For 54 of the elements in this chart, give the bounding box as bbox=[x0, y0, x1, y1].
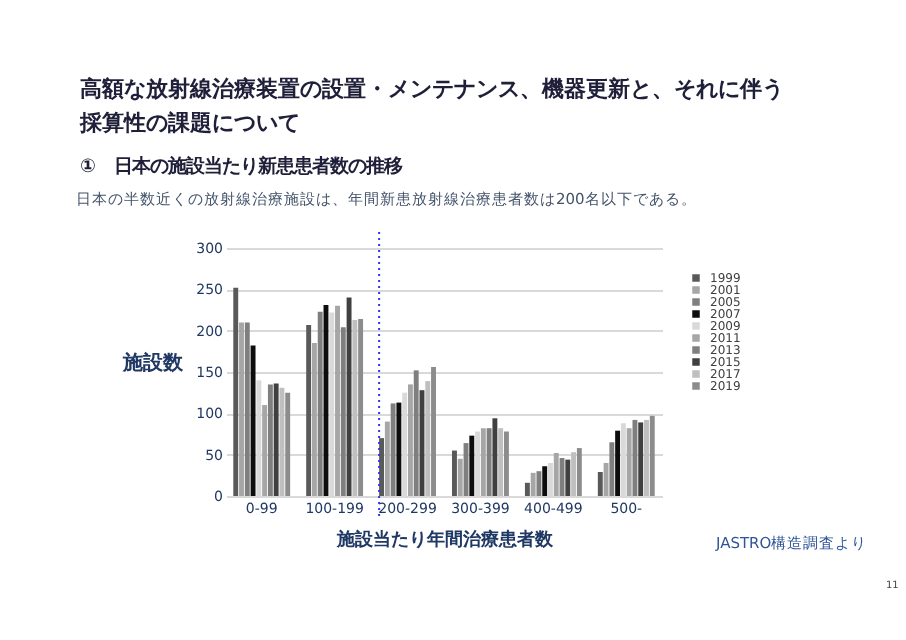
bar bbox=[384, 421, 390, 496]
bar bbox=[524, 482, 530, 496]
bar bbox=[530, 472, 536, 496]
bar bbox=[306, 324, 312, 496]
bar bbox=[603, 462, 609, 496]
bar bbox=[262, 405, 268, 496]
bar bbox=[553, 453, 559, 496]
bar bbox=[358, 319, 364, 496]
bar bbox=[649, 415, 655, 496]
bar bbox=[311, 343, 317, 496]
bar bbox=[503, 431, 509, 496]
bar bbox=[480, 428, 486, 496]
bar bbox=[469, 435, 475, 496]
bar bbox=[346, 297, 352, 496]
bar bbox=[457, 458, 463, 496]
bar bbox=[542, 466, 548, 496]
bar bbox=[638, 422, 644, 496]
bar bbox=[571, 452, 577, 496]
bar bbox=[597, 472, 603, 496]
bar bbox=[644, 419, 649, 496]
chart-title: 高額な放射線治療装置の設置・メンテナンス、機器更新と、それに伴う採算性の課題について bbox=[78, 76, 784, 136]
bar bbox=[279, 387, 285, 496]
y-axis-title: 施設数 bbox=[121, 351, 185, 375]
bar bbox=[335, 305, 340, 496]
bar bbox=[486, 428, 492, 496]
bar bbox=[285, 392, 291, 496]
bar bbox=[413, 370, 419, 496]
bar bbox=[632, 419, 638, 496]
bar bbox=[340, 327, 346, 496]
bar bbox=[390, 403, 396, 496]
bar bbox=[536, 471, 542, 496]
bar bbox=[317, 311, 323, 496]
bar bbox=[492, 418, 498, 496]
bar bbox=[407, 384, 413, 496]
bar bbox=[233, 287, 239, 496]
bar bbox=[396, 402, 402, 496]
bar bbox=[626, 428, 632, 496]
bar bbox=[452, 450, 457, 496]
bar bbox=[352, 319, 358, 496]
bar bbox=[565, 459, 571, 496]
bar bbox=[239, 322, 244, 496]
bar bbox=[615, 430, 621, 496]
bar bbox=[267, 384, 273, 496]
bar bbox=[379, 438, 385, 496]
bar bbox=[609, 442, 615, 496]
bar bbox=[273, 383, 279, 496]
bar bbox=[250, 345, 256, 496]
bar bbox=[425, 381, 431, 496]
bar bbox=[244, 322, 250, 496]
bar bbox=[498, 428, 504, 496]
bar bbox=[576, 448, 582, 496]
bar bbox=[431, 367, 436, 496]
x-axis-title: 施設当たり年間治療患者数 bbox=[335, 529, 555, 551]
chart-subtitle: ① 日本の施設当たり新患患者数の推移 bbox=[80, 156, 402, 178]
